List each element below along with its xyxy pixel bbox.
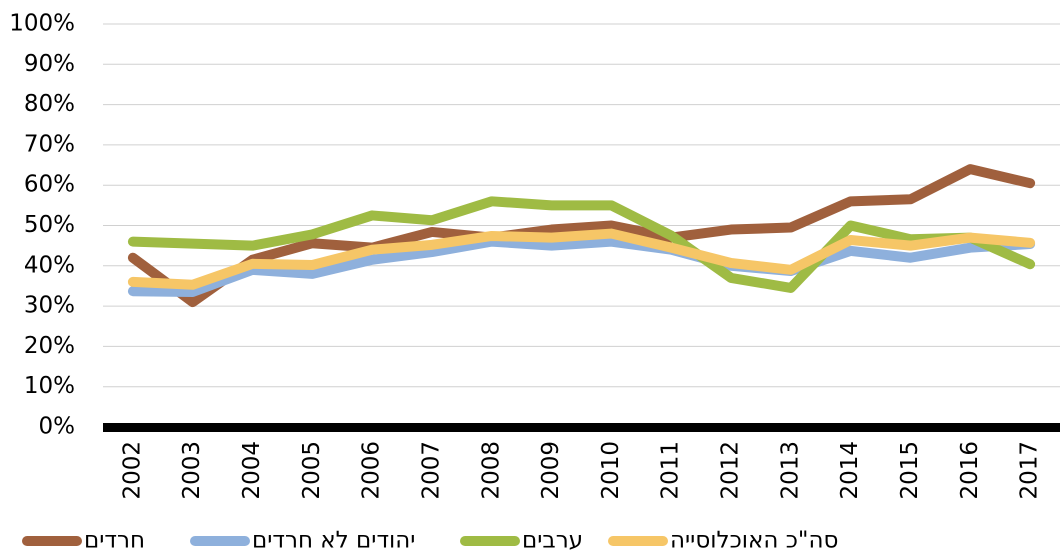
y-tick-label: 60%	[24, 172, 75, 198]
x-tick-label: 2007	[418, 441, 444, 500]
legend-label: ערבים	[522, 528, 583, 554]
y-tick-label: 0%	[39, 414, 76, 440]
legend-label: סה"כ האוכלוסייה	[670, 528, 838, 554]
legend-label: חרדים	[84, 528, 145, 554]
y-tick-label: 80%	[24, 91, 75, 117]
y-tick-label: 70%	[24, 131, 75, 157]
x-tick-label: 2014	[837, 441, 863, 500]
y-tick-label: 10%	[24, 373, 75, 399]
x-tick-label: 2015	[897, 441, 923, 500]
x-tick-label: 2009	[538, 441, 564, 500]
x-tick-label: 2016	[957, 441, 983, 500]
x-tick-label: 2006	[359, 441, 385, 500]
y-tick-label: 30%	[24, 293, 75, 319]
series-line	[127, 164, 1036, 308]
series-line	[127, 228, 1036, 290]
y-tick-label: 100%	[9, 11, 75, 37]
x-tick-label: 2005	[299, 441, 325, 500]
x-tick-label: 2010	[598, 441, 624, 500]
y-tick-label: 20%	[24, 333, 75, 359]
x-tick-label: 2012	[718, 441, 744, 500]
x-tick-label: 2003	[179, 441, 205, 500]
y-tick-label: 50%	[24, 212, 75, 238]
y-tick-label: 90%	[24, 51, 75, 77]
x-tick-label: 2004	[239, 441, 265, 500]
y-tick-label: 40%	[24, 252, 75, 278]
series-line	[127, 236, 1036, 297]
legend-label: יהודים לא חרדים	[252, 528, 415, 554]
x-tick-label: 2017	[1017, 441, 1043, 500]
x-tick-label: 2013	[777, 441, 803, 500]
x-axis	[103, 423, 1060, 432]
x-tick-label: 2002	[119, 441, 145, 500]
x-tick-label: 2008	[478, 441, 504, 500]
series-line	[127, 196, 1036, 293]
x-tick-label: 2011	[658, 441, 684, 500]
